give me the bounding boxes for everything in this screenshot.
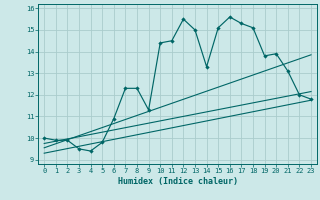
X-axis label: Humidex (Indice chaleur): Humidex (Indice chaleur): [118, 177, 238, 186]
